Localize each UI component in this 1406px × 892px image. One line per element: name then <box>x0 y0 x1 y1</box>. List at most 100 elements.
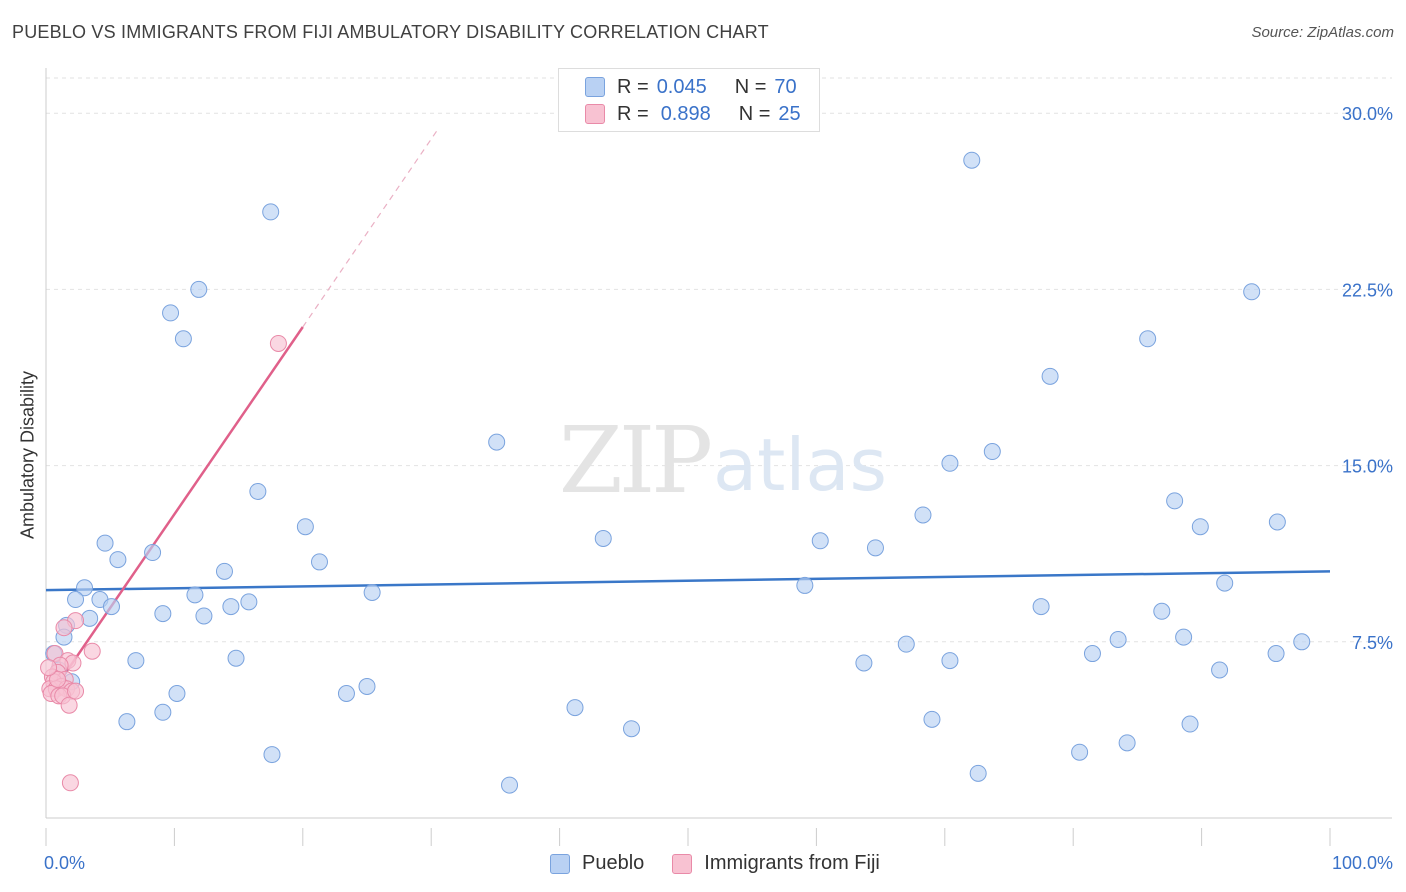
pueblo-point <box>1139 330 1157 348</box>
pueblo-point <box>1109 630 1127 648</box>
pueblo-point <box>195 607 213 625</box>
legend-n-value: 25 <box>778 102 801 125</box>
fiji-point <box>49 670 67 688</box>
pueblo-point <box>1041 367 1059 385</box>
pueblo-trend-line <box>45 570 1331 592</box>
pueblo-point <box>76 579 94 597</box>
pueblo-point <box>154 703 172 721</box>
pueblo-point <box>1032 598 1050 616</box>
legend-r-value: 0.898 <box>660 102 711 125</box>
pueblo-point <box>215 562 233 580</box>
x-tick-label: 100.0% <box>1332 853 1393 873</box>
legend-swatch-pueblo <box>550 853 570 874</box>
pueblo-point <box>923 710 941 728</box>
pueblo-point <box>963 151 981 169</box>
pueblo-point <box>168 684 186 702</box>
grid-lines <box>46 77 1392 643</box>
pueblo-point <box>1268 513 1286 531</box>
watermark: ZIP atlas <box>559 407 887 514</box>
chart-title: PUEBLO VS IMMIGRANTS FROM FIJI AMBULATOR… <box>12 22 769 42</box>
pueblo-point <box>914 506 932 524</box>
legend-r-label: R = <box>617 75 649 98</box>
pueblo-point <box>118 713 136 731</box>
pueblo-point <box>249 482 267 500</box>
pueblo-point <box>1153 602 1171 620</box>
y-tick-label: 30.0% <box>1342 104 1393 124</box>
pueblo-point <box>262 203 280 221</box>
legend-row-pueblo: R = 0.045 N = 70 <box>585 75 797 99</box>
pueblo-point <box>941 454 959 472</box>
y-tick-label: 7.5% <box>1352 633 1393 653</box>
pueblo-point <box>866 539 884 557</box>
pueblo-point <box>222 598 240 616</box>
pueblo-point <box>186 586 204 604</box>
pueblo-point <box>162 304 180 322</box>
pueblo-point <box>81 609 99 627</box>
fiji-point <box>83 642 101 660</box>
legend-r-label: R = <box>617 102 649 125</box>
y-tick-label: 15.0% <box>1342 457 1393 477</box>
legend-swatch-pueblo <box>585 77 605 97</box>
pueblo-point <box>154 605 172 623</box>
pueblo-point <box>1211 661 1229 679</box>
tick-labels: 7.5% 15.0% 22.5% 30.0% 0.0% 100.0% <box>44 104 1393 873</box>
pueblo-point <box>96 534 114 552</box>
pueblo-point <box>501 776 519 794</box>
pueblo-point <box>1243 283 1261 301</box>
fiji-point <box>67 682 85 700</box>
pueblo-point <box>1166 492 1184 510</box>
fiji-trend-extension <box>302 129 439 328</box>
pueblo-point <box>240 593 258 611</box>
legend-label-fiji: Immigrants from Fiji <box>704 852 880 874</box>
pueblo-point <box>969 764 987 782</box>
pueblo-point <box>263 746 281 764</box>
pueblo-point <box>1293 633 1311 651</box>
data-points <box>40 151 1311 794</box>
pueblo-point <box>594 529 612 547</box>
y-axis-label: Ambulatory Disability <box>17 370 38 540</box>
source-label: Source: ZipAtlas.com <box>1251 24 1394 41</box>
fiji-point <box>61 774 79 792</box>
pueblo-point <box>1191 518 1209 536</box>
pueblo-point <box>623 720 641 738</box>
fiji-point <box>269 334 287 352</box>
legend-label-pueblo: Pueblo <box>582 852 645 874</box>
pueblo-point <box>310 553 328 571</box>
pueblo-point <box>102 598 120 616</box>
x-tick-label: 0.0% <box>44 853 85 873</box>
trend-lines <box>45 129 1331 697</box>
pueblo-point <box>897 635 915 653</box>
legend-n-value: 70 <box>774 75 797 98</box>
pueblo-point <box>227 649 245 667</box>
pueblo-point <box>1175 628 1193 646</box>
pueblo-point <box>67 591 85 609</box>
fiji-point <box>40 659 58 677</box>
legend-r-value: 0.045 <box>656 75 707 98</box>
pueblo-point <box>127 652 145 670</box>
pueblo-point <box>983 443 1001 461</box>
watermark-zip: ZIP <box>559 407 710 514</box>
pueblo-point <box>337 684 355 702</box>
legend-swatch-fiji <box>672 853 693 874</box>
pueblo-point <box>1267 645 1285 663</box>
pueblo-point <box>855 654 873 672</box>
pueblo-point <box>190 280 208 298</box>
pueblo-point <box>174 330 192 348</box>
fiji-point <box>55 619 73 637</box>
pueblo-point <box>1181 715 1199 733</box>
fiji-trend-line <box>48 326 304 697</box>
pueblo-point <box>811 532 829 550</box>
correlation-legend: R = 0.045 N = 70 R = 0.898 N = 25 <box>558 68 820 132</box>
y-tick-label: 22.5% <box>1342 280 1393 300</box>
series-legend: Pueblo Immigrants from Fiji <box>550 852 880 875</box>
pueblo-point <box>566 699 584 717</box>
pueblo-point <box>1118 734 1136 752</box>
legend-row-fiji: R = 0.898 N = 25 <box>585 102 801 126</box>
pueblo-point <box>488 433 506 451</box>
pueblo-point <box>941 652 959 670</box>
pueblo-point <box>1083 645 1101 663</box>
pueblo-point <box>1071 743 1089 761</box>
legend-swatch-fiji <box>585 104 605 124</box>
pueblo-point <box>1216 574 1234 592</box>
